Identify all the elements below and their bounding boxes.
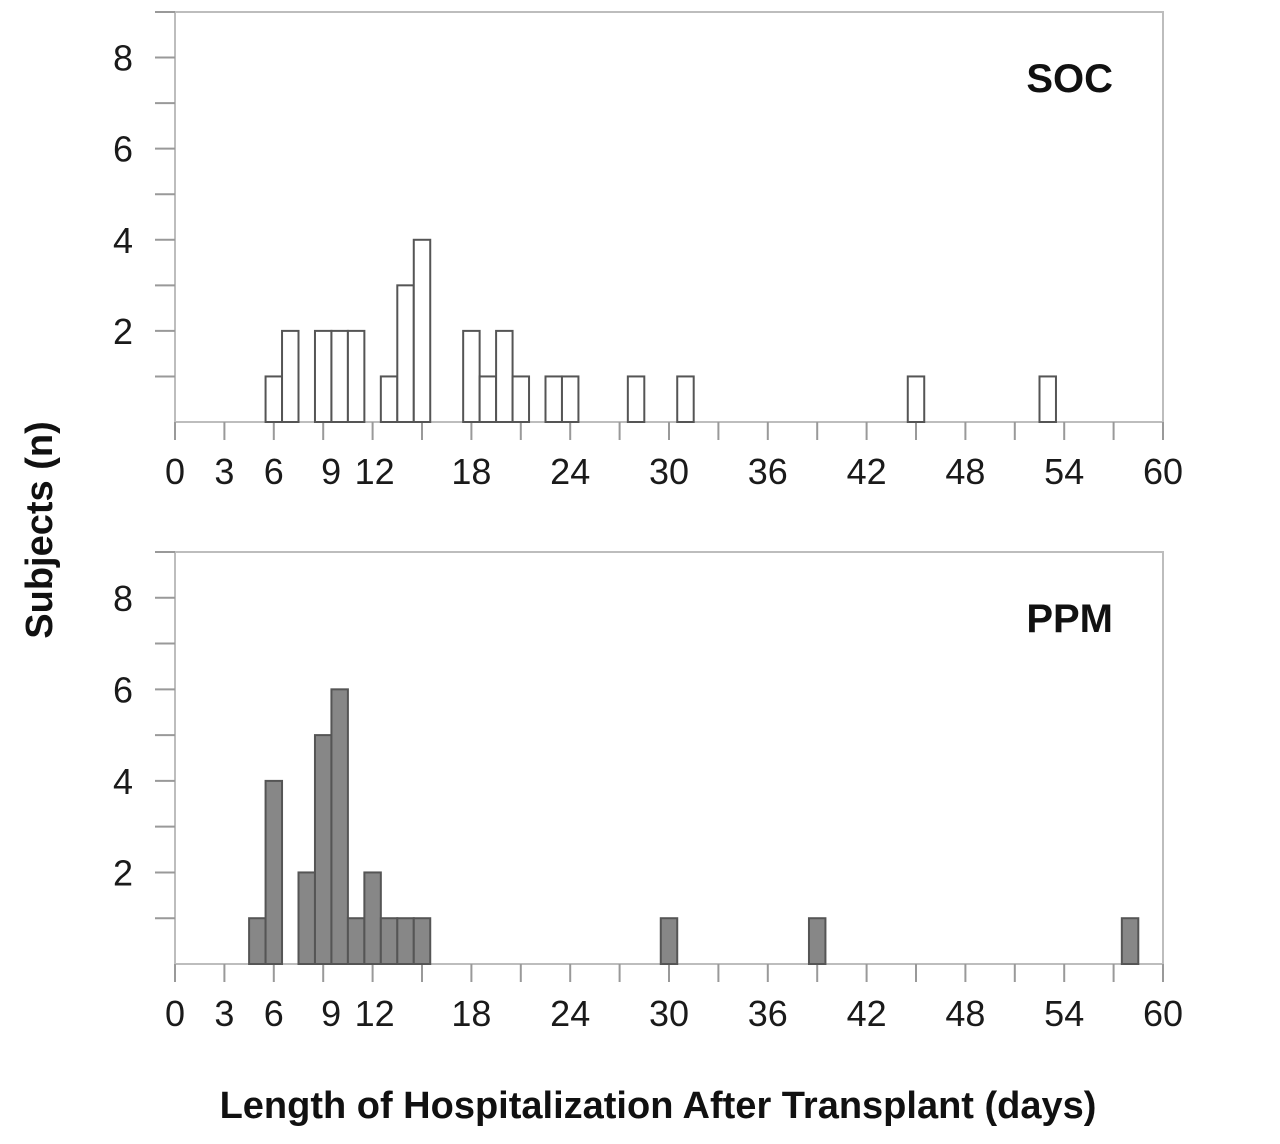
histogram-bar <box>313 329 333 423</box>
x-tick-label: 48 <box>945 451 985 492</box>
x-tick-label: 12 <box>355 451 395 492</box>
x-tick-label: 36 <box>748 993 788 1034</box>
x-tick-label: 30 <box>649 451 689 492</box>
x-tick-label: 24 <box>550 993 590 1034</box>
x-tick-label: 9 <box>321 451 341 492</box>
y-tick-label: 6 <box>113 129 133 170</box>
histogram-bar <box>659 917 679 966</box>
histogram-bar <box>313 734 333 965</box>
histogram-bar <box>248 917 267 966</box>
x-tick-label: 54 <box>1044 451 1084 492</box>
histogram-bar <box>560 375 580 424</box>
y-tick-label: 2 <box>113 311 133 352</box>
histogram-bar <box>363 871 382 966</box>
y-tick-label: 4 <box>113 220 133 261</box>
x-tick-label: 36 <box>748 451 788 492</box>
histogram-bar <box>396 917 415 966</box>
x-tick-label: 9 <box>321 993 341 1034</box>
x-tick-label: 12 <box>355 993 395 1034</box>
histogram-bar <box>544 375 563 424</box>
histogram-bar <box>626 375 646 424</box>
x-tick-label: 6 <box>264 993 284 1034</box>
y-tick-label: 8 <box>113 578 133 619</box>
histogram-bar <box>330 329 349 423</box>
y-axis-title: Subjects (n) <box>19 421 61 638</box>
y-tick-label: 2 <box>113 852 133 893</box>
y-tick-label: 4 <box>113 761 133 802</box>
histogram-bar <box>1120 917 1140 966</box>
x-tick-label: 3 <box>214 451 234 492</box>
y-tick-label: 8 <box>113 38 133 79</box>
panel-label: SOC <box>1026 57 1113 101</box>
histogram-bar <box>346 917 366 966</box>
x-axis-title: Length of Hospitalization After Transpla… <box>220 1085 1097 1127</box>
x-tick-label: 24 <box>550 451 590 492</box>
panel-label: PPM <box>1026 597 1113 641</box>
x-tick-label: 0 <box>165 451 185 492</box>
x-tick-label: 6 <box>264 451 284 492</box>
histogram-bar <box>412 238 432 423</box>
x-tick-label: 60 <box>1143 993 1183 1034</box>
histogram-bar <box>807 917 827 966</box>
x-tick-label: 18 <box>451 451 491 492</box>
histogram-bar <box>676 375 695 424</box>
histogram-bar <box>297 871 316 966</box>
histogram-bar <box>379 375 399 424</box>
x-tick-label: 18 <box>451 993 491 1034</box>
histogram-bar <box>379 917 399 966</box>
histogram-bar <box>495 329 514 423</box>
histogram-bar <box>330 688 349 965</box>
x-tick-label: 30 <box>649 993 689 1034</box>
histogram-bar <box>478 375 498 424</box>
x-tick-label: 42 <box>847 993 887 1034</box>
histogram-bar <box>264 375 284 424</box>
histogram-bar <box>906 375 926 424</box>
histogram-bar <box>462 329 481 423</box>
histogram-bar <box>264 779 284 966</box>
y-tick-label: 6 <box>113 669 133 710</box>
x-tick-label: 54 <box>1044 993 1084 1034</box>
x-tick-label: 60 <box>1143 451 1183 492</box>
histogram-bar <box>511 375 531 424</box>
x-tick-label: 3 <box>214 993 234 1034</box>
x-tick-label: 0 <box>165 993 185 1034</box>
histogram-bar <box>412 917 432 966</box>
x-tick-label: 48 <box>945 993 985 1034</box>
histogram-bar <box>396 284 415 424</box>
histogram-bar <box>281 329 300 423</box>
histogram-bar <box>1038 375 1057 424</box>
x-tick-label: 42 <box>847 451 887 492</box>
histogram-bar <box>346 329 366 423</box>
